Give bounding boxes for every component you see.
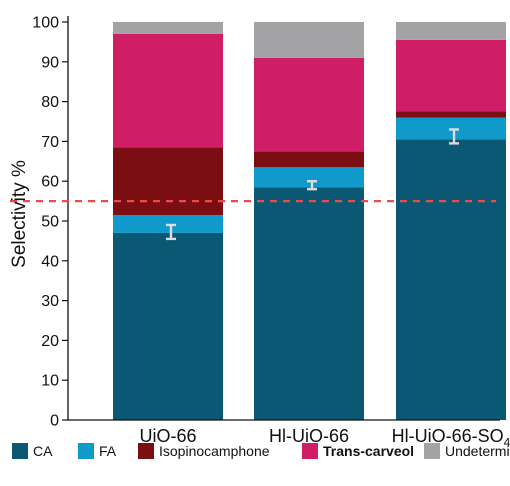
- legend-label: FA: [99, 443, 117, 459]
- bar-segment-ca-2: [396, 139, 506, 420]
- legend-swatch: [138, 443, 154, 459]
- y-tick-label-90: 90: [41, 54, 59, 71]
- legend-item-undetermined: Undetermined: [424, 440, 510, 462]
- y-axis-label: Selectivity %: [9, 160, 30, 268]
- legend-label: Isopinocamphone: [159, 443, 270, 459]
- bar-segment-trans-carveol-0: [113, 33, 223, 148]
- x-tick-label-0: UiO-66: [139, 426, 197, 446]
- legend-item-isopinocamphone: Isopinocamphone: [138, 440, 270, 462]
- y-tick-label-10: 10: [41, 373, 59, 390]
- bar-segment-isopinocamphone-2: [396, 111, 506, 118]
- y-tick-label-70: 70: [41, 134, 59, 151]
- bar-segment-ca-0: [113, 232, 223, 420]
- error-bar-1: [307, 179, 317, 191]
- legend-swatch: [424, 443, 440, 459]
- y-tick-label-50: 50: [41, 214, 59, 231]
- legend-swatch: [302, 443, 318, 459]
- error-bar-0: [166, 223, 176, 241]
- legend-swatch: [78, 443, 94, 459]
- chart-legend: CA FA Isopinocamphone Trans-carveol Undeterm…: [12, 440, 510, 462]
- bar-segment-fa-1: [254, 167, 364, 188]
- bar-segment-ca-1: [254, 187, 364, 420]
- x-tick-label-2: Hl-UiO-66-SO4: [391, 426, 510, 450]
- error-bar-2: [449, 128, 459, 145]
- bar-segment-undetermined-2: [396, 22, 506, 40]
- legend-swatch: [12, 443, 28, 459]
- bar-segment-isopinocamphone-1: [254, 151, 364, 168]
- bar-segment-undetermined-0: [113, 22, 223, 34]
- bar-segment-undetermined-1: [254, 22, 364, 58]
- legend-label: Trans-carveol: [323, 443, 415, 459]
- bar-segment-trans-carveol-2: [396, 39, 506, 112]
- y-tick-label-60: 60: [41, 174, 59, 191]
- y-tick-label-20: 20: [41, 333, 59, 350]
- y-tick-label-40: 40: [41, 253, 59, 270]
- y-tick-label-100: 100: [32, 15, 59, 32]
- y-tick-label-80: 80: [41, 94, 59, 111]
- y-tick-label-30: 30: [41, 293, 59, 310]
- bar-segment-isopinocamphone-0: [113, 147, 223, 216]
- legend-item-fa: FA: [78, 440, 116, 462]
- legend-item-ca: CA: [12, 440, 52, 462]
- x-tick-label-1: Hl-UiO-66: [268, 426, 350, 446]
- legend-label: Undetermined: [445, 443, 510, 459]
- bar-segment-trans-carveol-1: [254, 57, 364, 152]
- y-tick-label-0: 0: [50, 413, 59, 430]
- legend-label: CA: [33, 443, 53, 459]
- legend-item-trans-carveol: Trans-carveol: [302, 440, 414, 462]
